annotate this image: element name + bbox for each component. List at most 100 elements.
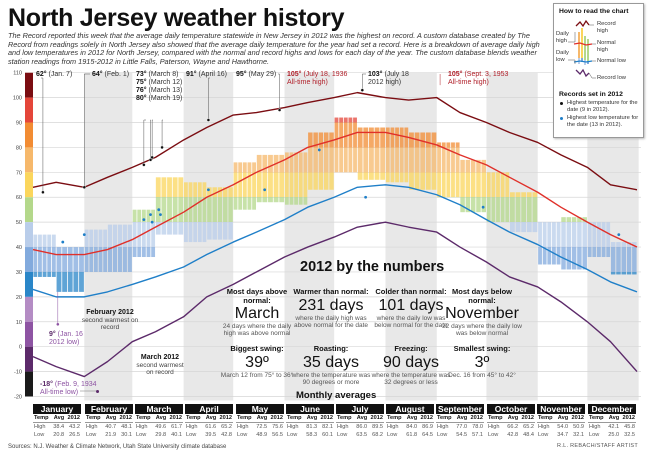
low-2012: 64.5 (422, 432, 433, 438)
col-header: Avg (404, 414, 419, 423)
high-avg: 72.5 (256, 424, 268, 430)
high-avg: 40.7 (105, 424, 117, 430)
low-avg: 34.7 (557, 432, 569, 438)
record-high-point (82, 185, 86, 189)
col-header: Temp (236, 414, 255, 423)
daily-2012-bar (188, 182, 193, 243)
col-header: 2012 (519, 414, 535, 423)
month-table-november: November Temp Avg 2012 High 54.0 50.9 Low 34.… (537, 404, 585, 439)
daily-2012-bar (47, 234, 52, 277)
row-label: Low (186, 432, 197, 438)
daily-2012-bar (247, 162, 252, 210)
daily-2012-bar (505, 172, 510, 223)
legend-diagram (568, 19, 596, 79)
row-label: Low (287, 432, 298, 438)
daily-2012-bar (323, 132, 329, 190)
daily-2012-bar (420, 132, 426, 190)
scale-band (25, 197, 33, 223)
stat-0: Most days above normal: March 24 days wh… (216, 287, 298, 337)
daily-2012-bar (89, 229, 94, 272)
daily-2012-bar (303, 152, 308, 205)
annotation-jul18-2012: 103° (July 18 2012 high) (368, 71, 409, 86)
daily-2012-bar (202, 182, 207, 243)
low-2012: 68.2 (372, 432, 383, 438)
daily-2012-bar (465, 159, 471, 213)
row-label: Low (34, 432, 45, 438)
row-label: High (136, 424, 148, 430)
record-high-point (160, 145, 164, 150)
daily-2012-bar (446, 142, 451, 198)
daily-2012-bar (228, 187, 233, 240)
low-avg: 39.5 (205, 432, 217, 438)
daily-2012-bar (178, 177, 184, 235)
stat-label: Most days below normal: (451, 287, 512, 305)
daily-2012-bar (343, 117, 348, 173)
col-header: Avg (153, 414, 168, 423)
daily-2012-bar (368, 127, 374, 180)
row-label: Low (589, 432, 600, 438)
low-avg: 54.5 (456, 432, 468, 438)
daily-2012-bar (616, 242, 621, 275)
daily-2012-bar (552, 222, 556, 265)
low-2012-point (56, 322, 60, 326)
high-avg: 81.3 (306, 424, 318, 430)
annotation-all-time-low: -18° (Feb. 9, 1934 All-time low) (40, 381, 97, 396)
march-note: March 2012 second warmest on record (136, 354, 184, 376)
low-2012: 56.5 (272, 432, 283, 438)
col-header: 2012 (318, 414, 334, 423)
daily-2012-bar (62, 247, 68, 292)
annotation-mar12: 75° (March 12) (136, 79, 183, 86)
record-high-point (142, 163, 146, 167)
daily-2012-bar (437, 142, 442, 198)
legend-title: How to read the chart (559, 8, 629, 15)
record-high-point (206, 118, 211, 122)
low-avg: 42.8 (507, 432, 519, 438)
y-tick-label: -20 (14, 395, 22, 401)
month-table-may: May Temp Avg 2012 High 72.5 75.6 Low 48.9 56.5 (236, 404, 284, 439)
daily-2012-bar (318, 132, 324, 190)
low-avg: 63.5 (356, 432, 368, 438)
low-avg: 48.9 (256, 432, 268, 438)
leader-line (143, 119, 146, 165)
high-avg: 77.0 (456, 424, 468, 430)
page-title: North Jersey weather history (8, 4, 345, 32)
leader-line (362, 73, 366, 91)
daily-2012-bar (409, 132, 414, 190)
col-header: 2012 (217, 414, 233, 423)
leader-line (84, 73, 90, 188)
daily-2012-bar (56, 247, 62, 292)
col-header: Temp (436, 414, 455, 423)
scale-band (25, 271, 33, 297)
daily-2012-bar (496, 172, 500, 223)
row-label: Low (538, 432, 549, 438)
scale-band (25, 247, 33, 272)
record-high-low-point (159, 213, 162, 217)
legend-normal-high: Normal high (597, 40, 616, 53)
daily-2012-bar (441, 142, 446, 198)
daily-2012-bar (289, 152, 294, 205)
scale-band (25, 147, 33, 173)
low-2012: 40.1 (171, 432, 182, 438)
month-table-august: August Temp Avg 2012 High 84.0 86.9 Low 61.8 6… (386, 404, 434, 439)
record-high-low-point (317, 148, 321, 152)
col-header: Temp (135, 414, 154, 423)
leader-line (208, 77, 210, 121)
daily-2012-bar (294, 152, 299, 205)
month-table-december: December Temp Avg 2012 High 42.1 45.8 Low 25.… (588, 404, 636, 439)
month-table-october: October Temp Avg 2012 High 66.2 65.2 Low 42.8… (487, 404, 535, 439)
high-2012: 86.9 (422, 424, 433, 430)
y-tick-label: 40 (16, 245, 22, 251)
daily-2012-bar (329, 132, 334, 190)
row-label: High (538, 424, 550, 430)
month-header: February (85, 404, 133, 414)
stat-desc: 24 days where the daily high was above n… (222, 323, 292, 337)
high-avg: 49.6 (155, 424, 167, 430)
daily-2012-bar (262, 154, 268, 203)
line-record-low (32, 221, 638, 378)
color-scale (25, 72, 33, 397)
annotation-mar8: 73° (March 8) (136, 71, 179, 78)
row-label: Low (136, 432, 147, 438)
month-table-january: January Temp Avg 2012 High 38.4 43.2 Low 20.8… (33, 404, 81, 439)
high-2012: 82.1 (322, 424, 333, 430)
stat-label: Most days above normal: (226, 287, 288, 305)
